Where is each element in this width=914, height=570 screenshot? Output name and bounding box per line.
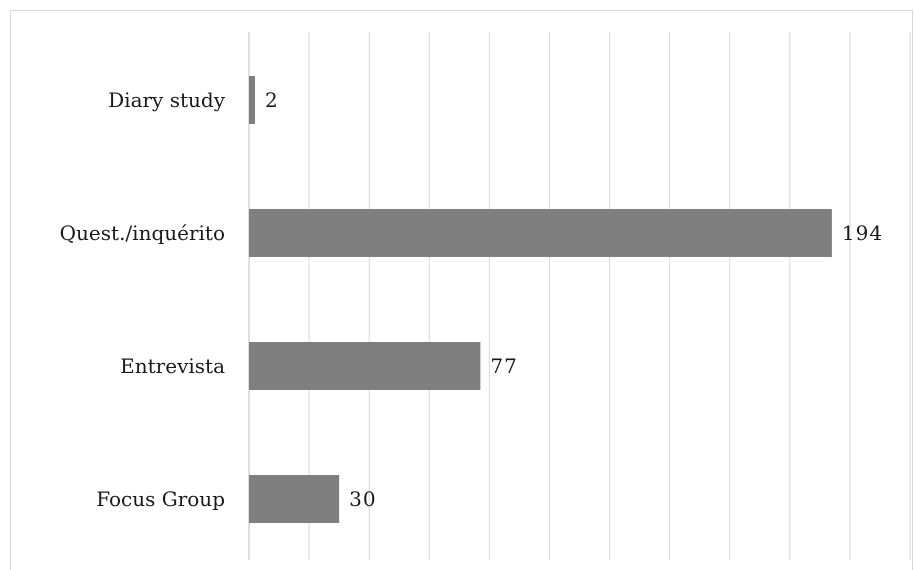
value-label: 2: [265, 88, 279, 112]
chart-frame: [10, 10, 913, 570]
gridlines: [248, 32, 911, 560]
value-labels: 2 194 77 30: [265, 88, 883, 511]
category-label: Focus Group: [96, 487, 225, 511]
bars: [249, 76, 832, 523]
bar-entrevista: [249, 342, 481, 390]
value-label: 194: [842, 221, 883, 245]
category-label: Diary study: [108, 88, 226, 112]
category-label: Quest./inquérito: [60, 221, 225, 245]
category-label: Entrevista: [120, 354, 225, 378]
category-labels: Diary study Quest./inquérito Entrevista Foc…: [60, 88, 226, 511]
value-label: 30: [349, 487, 376, 511]
value-label: 77: [490, 354, 517, 378]
bar-focus-group: [249, 475, 340, 523]
bar-quest-inqu-rito: [249, 209, 832, 257]
bar-diary-study: [249, 76, 256, 124]
